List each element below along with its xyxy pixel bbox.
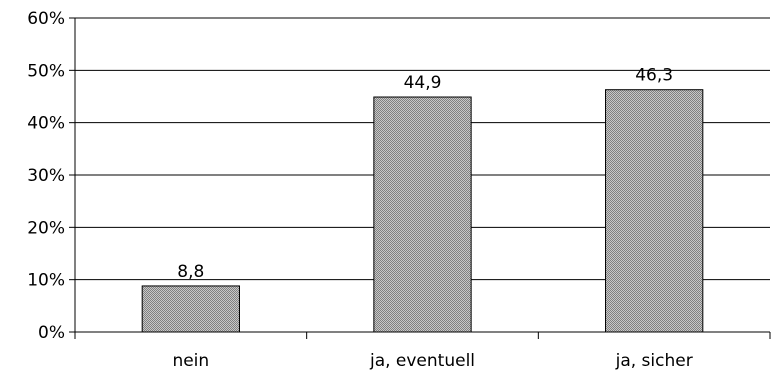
data-label: 44,9 [404,73,442,93]
category-label: ja, sicher [615,351,693,371]
category-label: ja, eventuell [369,351,475,371]
data-label: 8,8 [177,262,204,282]
y-tick-label: 50% [27,61,65,81]
y-tick-label: 40% [27,114,65,134]
bar-1 [373,96,472,333]
category-label: nein [172,351,209,371]
y-tick-label: 0% [38,323,65,343]
bar-0 [141,285,240,333]
bars [141,89,704,333]
y-tick-label: 30% [27,166,65,186]
y-tick-label: 20% [27,218,65,238]
data-label: 46,3 [635,66,673,86]
y-tick-label: 60% [27,9,65,29]
labels: 0% 10% 20% 30% 40% 50% 60% 8,8 nein 44,9 ja, event… [27,9,693,371]
y-tick-label: 10% [27,271,65,291]
bar-2 [605,89,704,333]
